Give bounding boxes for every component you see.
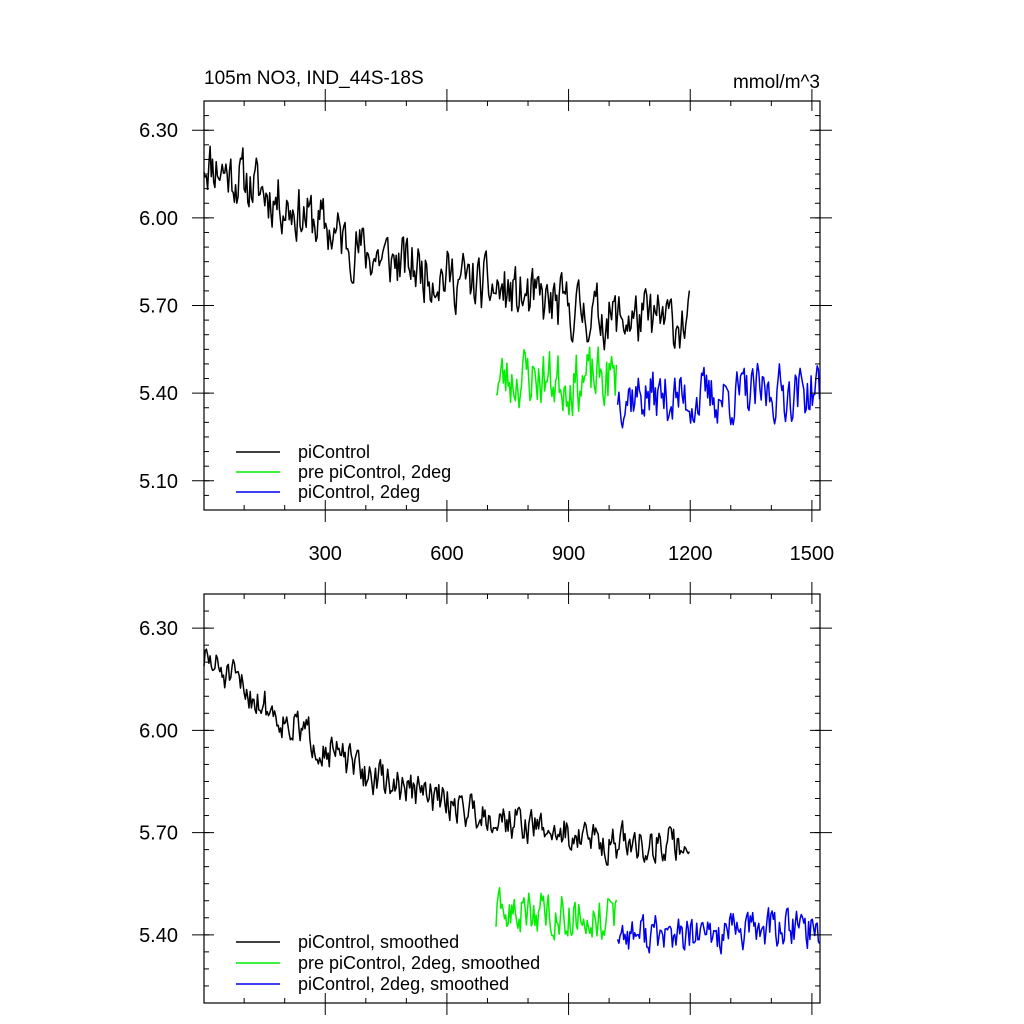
top-panel: 105m NO3, IND_44S-18S mmol/m^3 300 600 900…: [139, 68, 834, 565]
units-label: mmol/m^3: [733, 72, 820, 93]
top-plot-axes: 300 600 900 1200 1500 5.10 5.40 5.70 6.00 6.30: [139, 89, 834, 565]
y-tick-label: 5.70: [139, 823, 178, 845]
series-line-3: [616, 362, 821, 429]
bottom-panel: 5.40 5.70 6.00 6.30 piControl, smoothedpre …: [139, 582, 832, 1015]
y-tick-label: 5.40: [139, 383, 178, 405]
bottom-plot-axes: 5.40 5.70 6.00 6.30: [139, 582, 832, 1015]
legend-label: pre piControl, 2deg: [298, 462, 451, 482]
series-line-3: [616, 907, 821, 955]
y-tick-label: 6.30: [139, 618, 178, 640]
series-line-1: [203, 648, 691, 866]
bottom-plot-data: [203, 648, 821, 955]
y-tick-label: 5.10: [139, 471, 178, 493]
x-tick-label: 300: [309, 543, 342, 565]
series-line-2: [495, 346, 618, 417]
x-tick-label: 600: [430, 543, 463, 565]
legend-label: pre piControl, 2deg, smoothed: [298, 953, 540, 973]
chart-title: 105m NO3, IND_44S-18S: [204, 68, 424, 89]
y-tick-label: 5.70: [139, 296, 178, 318]
legend-label: piControl, 2deg: [298, 482, 420, 502]
x-tick-label: 1200: [668, 543, 713, 565]
y-tick-label: 5.40: [139, 925, 178, 947]
legend-label: piControl, 2deg, smoothed: [298, 974, 509, 994]
top-plot-frame: [203, 100, 821, 511]
series-line-2: [495, 886, 618, 941]
legend-label: piControl, smoothed: [298, 932, 459, 952]
series-line-1: [203, 145, 691, 351]
bottom-plot-frame: [203, 593, 821, 1004]
y-tick-label: 6.30: [139, 120, 178, 142]
x-tick-label: 900: [552, 543, 585, 565]
y-tick-label: 6.00: [139, 208, 178, 230]
top-plot-data: [203, 145, 821, 429]
y-tick-label: 6.00: [139, 720, 178, 742]
legend-label: piControl: [298, 442, 370, 462]
x-tick-label: 1500: [790, 543, 835, 565]
